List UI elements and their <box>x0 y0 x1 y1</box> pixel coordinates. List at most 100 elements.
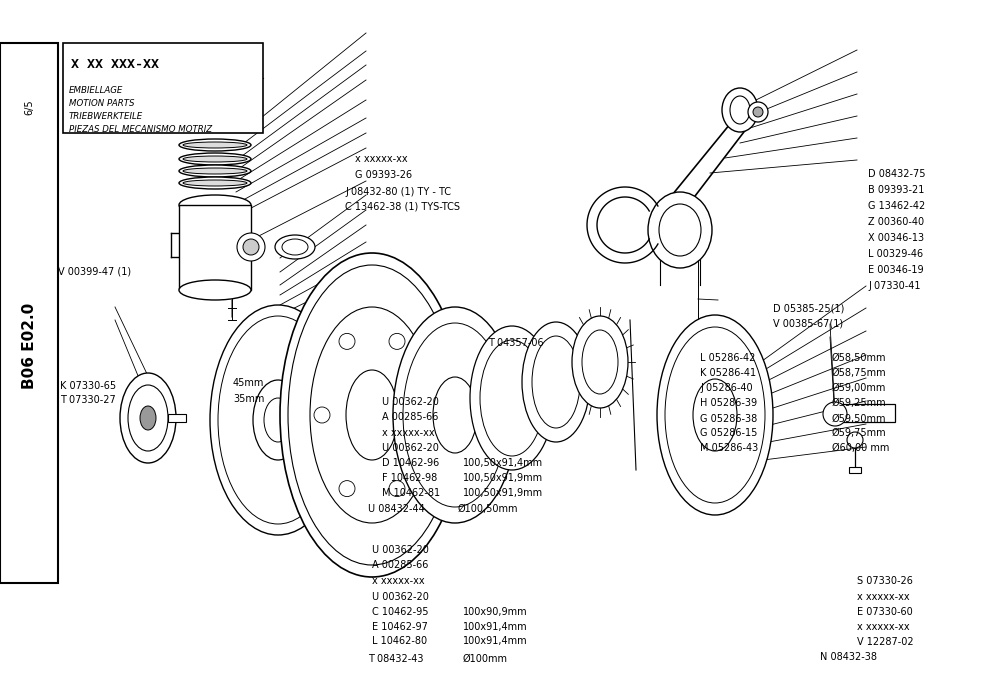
Ellipse shape <box>582 330 618 394</box>
Ellipse shape <box>389 481 405 497</box>
Ellipse shape <box>346 370 398 460</box>
Ellipse shape <box>275 235 315 259</box>
Text: B 09393-21: B 09393-21 <box>868 185 924 195</box>
Text: C 13462-38 (1) TYS-TCS: C 13462-38 (1) TYS-TCS <box>345 201 460 211</box>
Ellipse shape <box>288 265 456 565</box>
Text: D 08432-75: D 08432-75 <box>868 170 926 179</box>
Ellipse shape <box>470 326 554 470</box>
Ellipse shape <box>693 379 737 451</box>
Text: G 13462-42: G 13462-42 <box>868 201 925 211</box>
Text: G 05286-15: G 05286-15 <box>700 428 757 438</box>
Text: K 05286-41: K 05286-41 <box>700 368 756 378</box>
Ellipse shape <box>532 336 580 428</box>
Text: Ø60,00 mm: Ø60,00 mm <box>832 443 889 453</box>
Ellipse shape <box>179 139 251 151</box>
Text: V 00399-47 (1): V 00399-47 (1) <box>58 267 131 277</box>
Text: 100,50x91,9mm: 100,50x91,9mm <box>463 488 543 498</box>
Text: PIEZAS DEL MECANISMO MOTRIZ: PIEZAS DEL MECANISMO MOTRIZ <box>69 125 212 134</box>
Ellipse shape <box>179 195 251 215</box>
Text: 35mm: 35mm <box>233 394 264 403</box>
Ellipse shape <box>393 307 517 523</box>
Ellipse shape <box>389 334 405 349</box>
Text: J 07330-41: J 07330-41 <box>868 281 920 291</box>
Ellipse shape <box>748 102 768 122</box>
Bar <box>179 205 251 290</box>
Ellipse shape <box>753 107 763 117</box>
Text: x xxxxx-xx: x xxxxx-xx <box>372 576 425 585</box>
Ellipse shape <box>140 406 156 430</box>
Text: M 05286-43: M 05286-43 <box>700 443 758 453</box>
Ellipse shape <box>339 334 355 349</box>
Ellipse shape <box>847 432 863 448</box>
Text: D 10462-96: D 10462-96 <box>382 458 439 468</box>
Text: x xxxxx-xx: x xxxxx-xx <box>382 428 435 437</box>
Text: C 10462-95: C 10462-95 <box>372 608 428 617</box>
Ellipse shape <box>339 481 355 497</box>
Text: x xxxxx-xx: x xxxxx-xx <box>857 592 910 601</box>
Text: L 00329-46: L 00329-46 <box>868 249 923 259</box>
Text: G 05286-38: G 05286-38 <box>700 414 757 424</box>
Ellipse shape <box>403 323 507 507</box>
Text: G 09393-26: G 09393-26 <box>355 170 412 180</box>
Text: Z 00360-40: Z 00360-40 <box>868 217 924 227</box>
Bar <box>835 404 895 422</box>
Text: M 10462-81: M 10462-81 <box>382 488 440 498</box>
Text: X 00346-13: X 00346-13 <box>868 233 924 243</box>
Text: U 00362-20: U 00362-20 <box>372 592 429 601</box>
Ellipse shape <box>179 177 251 189</box>
Ellipse shape <box>657 315 773 515</box>
Ellipse shape <box>648 192 712 268</box>
Text: T 07330-27: T 07330-27 <box>60 395 116 405</box>
Bar <box>849 467 861 473</box>
Text: MOTION PARTS: MOTION PARTS <box>69 100 134 109</box>
Ellipse shape <box>659 204 701 256</box>
Text: T 04357-06: T 04357-06 <box>488 338 544 347</box>
Text: Ø58,75mm: Ø58,75mm <box>832 368 887 378</box>
Ellipse shape <box>179 153 251 165</box>
Ellipse shape <box>314 407 330 423</box>
Text: Ø59,50mm: Ø59,50mm <box>832 414 887 424</box>
Ellipse shape <box>218 316 338 524</box>
Text: Ø58,50mm: Ø58,50mm <box>832 354 887 363</box>
Ellipse shape <box>730 96 750 124</box>
Text: Ø59,00mm: Ø59,00mm <box>832 383 886 393</box>
Text: V 00385-67(1): V 00385-67(1) <box>773 319 843 329</box>
Text: B06 E02.0: B06 E02.0 <box>22 303 36 389</box>
Text: TRIEBWERKTEILE: TRIEBWERKTEILE <box>69 112 143 121</box>
Text: E 10462-97: E 10462-97 <box>372 622 428 632</box>
Text: J 08432-80 (1) TY - TC: J 08432-80 (1) TY - TC <box>345 187 451 197</box>
Ellipse shape <box>282 239 308 255</box>
Text: EMBIELLAGE: EMBIELLAGE <box>69 86 123 95</box>
Ellipse shape <box>665 327 765 503</box>
Text: Ø100mm: Ø100mm <box>463 654 508 664</box>
Ellipse shape <box>183 180 247 186</box>
Text: J 05286-40: J 05286-40 <box>700 383 753 393</box>
Text: E 07330-60: E 07330-60 <box>857 607 913 617</box>
Text: 100,50x91,9mm: 100,50x91,9mm <box>463 473 543 483</box>
Text: T 08432-43: T 08432-43 <box>368 654 424 664</box>
Text: N 08432-38: N 08432-38 <box>820 653 877 662</box>
Text: V 12287-02: V 12287-02 <box>857 637 914 647</box>
Ellipse shape <box>572 316 628 408</box>
Text: E 00346-19: E 00346-19 <box>868 265 924 275</box>
Text: 100,50x91,4mm: 100,50x91,4mm <box>463 458 543 468</box>
Text: Ø59,75mm: Ø59,75mm <box>832 428 887 438</box>
Text: 45mm: 45mm <box>233 379 264 388</box>
Text: A 00285-66: A 00285-66 <box>372 561 428 570</box>
Text: Ø100,50mm: Ø100,50mm <box>458 504 518 513</box>
Text: L 05286-42: L 05286-42 <box>700 354 755 363</box>
Text: U 00362-20: U 00362-20 <box>382 397 439 407</box>
Text: L 10462-80: L 10462-80 <box>372 637 427 646</box>
Ellipse shape <box>183 156 247 162</box>
Text: F 10462-98: F 10462-98 <box>382 473 437 483</box>
Ellipse shape <box>183 168 247 174</box>
Bar <box>168 414 186 422</box>
Ellipse shape <box>179 165 251 177</box>
Bar <box>63 43 263 133</box>
Text: S 07330-26: S 07330-26 <box>857 576 913 586</box>
Text: U 08432-44: U 08432-44 <box>368 504 425 513</box>
Ellipse shape <box>310 307 434 523</box>
Text: x xxxxx-xx: x xxxxx-xx <box>355 154 408 164</box>
Ellipse shape <box>480 340 544 456</box>
Text: 100x91,4mm: 100x91,4mm <box>463 637 528 646</box>
